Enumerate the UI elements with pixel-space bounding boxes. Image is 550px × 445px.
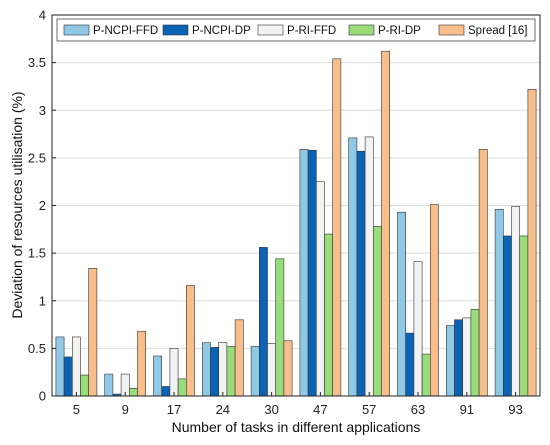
bar-p-ri-dp-9 xyxy=(129,388,138,397)
x-tick-label: 47 xyxy=(313,402,327,417)
bar-p-ri-ffd-63 xyxy=(413,261,423,397)
bar-p-ncpi-dp-57 xyxy=(356,150,366,397)
bar-p-ri-dp-91 xyxy=(470,309,480,397)
bar-p-ri-dp-93 xyxy=(519,235,529,397)
bar-spread-16-5 xyxy=(88,268,98,397)
bar-p-ri-ffd-47 xyxy=(315,181,325,397)
bar-p-ncpi-dp-17 xyxy=(161,386,171,397)
bar-p-ri-ffd-93 xyxy=(511,206,520,397)
bar-p-ncpi-ffd-93 xyxy=(494,209,504,397)
bar-p-ri-ffd-57 xyxy=(364,136,374,397)
x-tick-label: 30 xyxy=(264,402,278,417)
legend-swatch xyxy=(162,24,189,36)
y-tick-label: 4 xyxy=(39,8,46,23)
y-tick-label: 1.5 xyxy=(28,246,46,261)
bars-group xyxy=(55,50,537,397)
y-tick-label: 0 xyxy=(39,389,46,404)
x-axis-title: Number of tasks in different application… xyxy=(172,419,421,435)
bar-p-ncpi-ffd-47 xyxy=(299,149,309,397)
bar-p-ri-dp-24 xyxy=(226,346,236,397)
bar-p-ri-dp-30 xyxy=(275,258,285,397)
legend-swatch xyxy=(257,24,284,36)
bar-spread-16-24 xyxy=(234,319,244,397)
bar-p-ri-dp-17 xyxy=(177,378,187,397)
legend-swatch xyxy=(438,24,465,36)
bar-spread-16-63 xyxy=(429,204,439,397)
y-axis-ticks: 0 0.5 1 1.5 2 2.5 3 3.5 4 xyxy=(28,8,56,404)
y-tick-label: 3 xyxy=(39,103,46,118)
y-axis-title: Deviation of resources utilisation (%) xyxy=(9,91,25,318)
legend-swatch xyxy=(348,24,375,36)
x-tick-label: 63 xyxy=(411,402,425,417)
bar-p-ncpi-ffd-9 xyxy=(104,373,114,397)
bar-spread-16-93 xyxy=(527,88,537,397)
x-tick-label: 9 xyxy=(122,402,129,417)
y-tick-label: 2.5 xyxy=(28,150,46,165)
bar-spread-16-57 xyxy=(381,50,390,397)
y-tick-label: 2 xyxy=(39,198,46,213)
bar-spread-16-9 xyxy=(137,330,146,397)
bar-p-ri-dp-57 xyxy=(372,226,382,397)
x-tick-label: 57 xyxy=(362,402,376,417)
x-tick-label: 17 xyxy=(167,402,181,417)
legend-label: P-RI-DP xyxy=(378,25,421,37)
grid-lines xyxy=(52,62,540,349)
bar-p-ncpi-dp-91 xyxy=(454,319,463,397)
bar-p-ncpi-dp-63 xyxy=(405,332,415,397)
legend-swatch xyxy=(63,24,90,36)
bar-p-ri-ffd-5 xyxy=(72,336,81,397)
bar-p-ri-dp-47 xyxy=(324,233,333,397)
y-tick-label: 1 xyxy=(39,293,46,308)
x-tick-label: 91 xyxy=(460,402,474,417)
bar-p-ri-ffd-17 xyxy=(169,348,179,397)
bar-p-ri-ffd-91 xyxy=(462,317,472,397)
y-tick-label: 3.5 xyxy=(28,55,46,70)
x-axis-ticks: 5 9 17 24 30 47 57 63 91 93 xyxy=(73,392,523,417)
bar-p-ncpi-dp-24 xyxy=(210,347,219,397)
legend-label: Spread [16] xyxy=(468,25,527,37)
bar-spread-16-47 xyxy=(332,58,342,397)
bar-p-ncpi-dp-47 xyxy=(307,149,317,397)
bar-p-ri-dp-5 xyxy=(80,374,89,397)
bar-p-ncpi-ffd-24 xyxy=(202,342,211,397)
bar-p-ri-dp-63 xyxy=(421,353,431,397)
bar-p-ncpi-dp-30 xyxy=(258,247,268,397)
bar-p-ncpi-dp-93 xyxy=(502,235,512,397)
bar-p-ncpi-ffd-91 xyxy=(445,325,455,397)
bar-p-ri-ffd-24 xyxy=(218,342,228,397)
x-tick-label: 5 xyxy=(73,402,80,417)
legend-label: P-RI-FFD xyxy=(287,25,336,37)
bar-p-ncpi-ffd-5 xyxy=(55,336,65,397)
bar-p-ncpi-ffd-63 xyxy=(397,211,406,397)
legend-label: P-NCPI-FFD xyxy=(93,25,158,37)
bar-p-ncpi-ffd-57 xyxy=(348,137,358,397)
y-tick-label: 0.5 xyxy=(28,341,46,356)
legend-label: P-NCPI-DP xyxy=(192,25,251,37)
legend: P-NCPI-FFD P-NCPI-DP P-RI-FFD P-RI-DP Spread… xyxy=(56,18,536,42)
bar-spread-16-17 xyxy=(186,285,195,397)
bar-spread-16-30 xyxy=(283,340,293,397)
bar-p-ncpi-ffd-17 xyxy=(153,355,162,397)
x-tick-label: 24 xyxy=(216,402,230,417)
bar-p-ncpi-ffd-30 xyxy=(250,346,260,397)
bar-p-ncpi-dp-5 xyxy=(63,356,73,397)
x-tick-label: 93 xyxy=(508,402,522,417)
bar-spread-16-91 xyxy=(478,149,488,397)
bar-p-ri-ffd-30 xyxy=(267,343,276,397)
legend-box xyxy=(56,18,536,42)
